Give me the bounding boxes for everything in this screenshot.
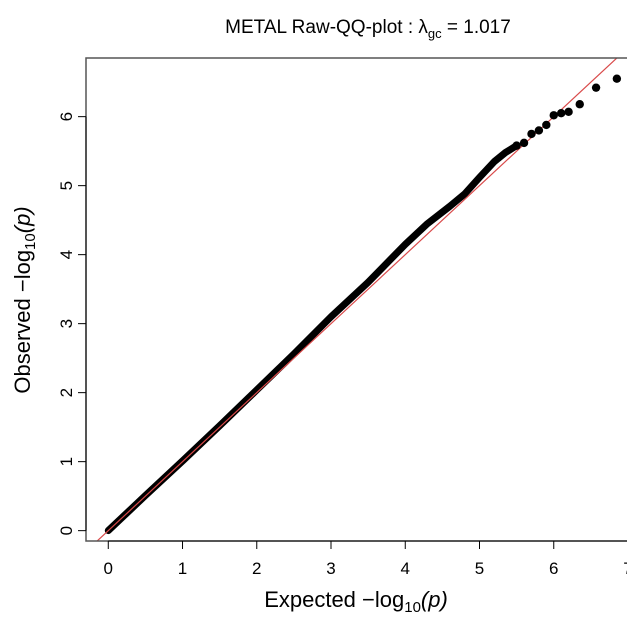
data-point [564,107,573,117]
data-point [527,129,536,139]
x-axis-label-prefix: Expected −log [264,587,404,612]
chart-title: METAL Raw-QQ-plot : λgc = 1.017 [225,17,511,41]
observation-band [104,142,521,535]
y-tick-label: 6 [57,112,76,121]
x-tick-label: 2 [252,559,261,578]
data-point [556,109,566,118]
lambda-symbol: λ [418,17,428,38]
y-axis-label-subscript: 10 [22,233,39,250]
data-point [591,83,601,92]
data-point [512,141,521,150]
x-tick-label: 1 [178,559,187,578]
lambda-subscript: gc [428,26,442,41]
data-point [534,126,544,135]
y-axis-label-prefix: Observed −log [10,250,35,394]
lambda-value: = 1.017 [442,17,511,38]
y-tick-label: 0 [57,526,76,535]
y-axis-label: Observed −log10(p) [10,206,39,393]
y-tick-label: 1 [57,457,76,466]
x-axis-label-subscript: 10 [404,599,421,613]
x-axis-label-suffix: (p) [421,587,448,612]
x-axis: 0 1 2 3 4 5 6 7 [104,540,627,578]
y-tick-label: 4 [57,250,76,259]
x-tick-label: 6 [549,559,558,578]
y-axis-label-suffix: (p) [10,206,35,233]
data-point [612,74,622,83]
x-tick-label: 4 [401,559,410,578]
data-point [575,100,584,109]
y-tick-label: 3 [57,319,76,328]
data-point [549,111,558,120]
chart-title-prefix: METAL Raw-QQ-plot : [225,17,418,38]
x-axis-label: Expected −log10(p) [264,587,448,613]
data-point [519,138,529,148]
data-point [542,120,551,130]
y-tick-label: 5 [57,181,76,190]
x-tick-label: 5 [475,559,484,578]
x-tick-label: 0 [104,559,113,578]
y-tick-label: 2 [57,388,76,397]
y-axis: 0 1 2 3 4 5 6 [57,112,87,535]
x-tick-label: 7 [623,559,627,578]
x-tick-label: 3 [326,559,335,578]
